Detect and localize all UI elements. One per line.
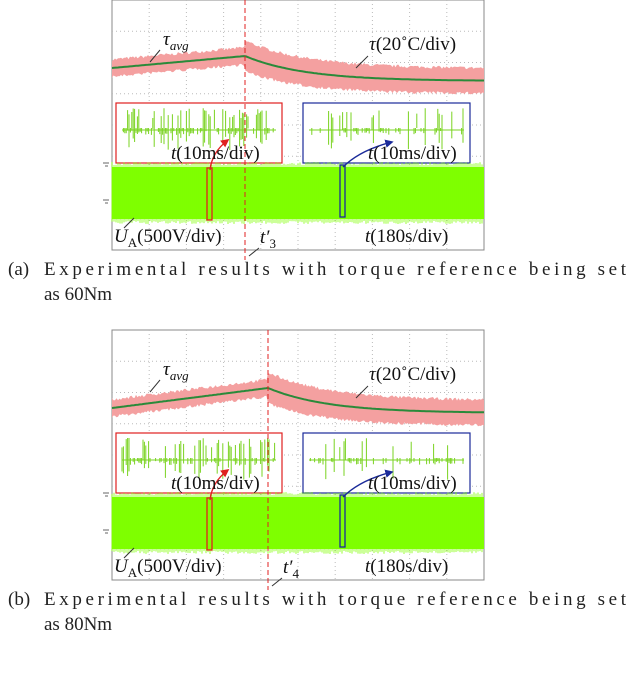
zoom-scale-label: t(10ms/div) (171, 473, 260, 494)
voltage-scale-label-part: (500V/div) (137, 226, 221, 247)
zoom-scale-label-part: (10ms/div) (373, 473, 456, 494)
time-scale-label: t(180s/div) (365, 556, 448, 577)
zoom-scale-label-part: (10ms/div) (176, 473, 259, 494)
zoom-scale-label-part: (10ms/div) (176, 143, 259, 164)
figure: τavgτ(20˚C/div)t(10ms/div)t(10ms/div)UA(… (0, 0, 634, 674)
caption-text: as 60Nm (44, 284, 112, 305)
ground-marker (103, 163, 109, 203)
caption-text: Experimental results with torque referen… (44, 589, 627, 610)
temp-scale-label: τ(20˚C/div) (369, 34, 456, 55)
zoom-scale-label: t(10ms/div) (171, 143, 260, 164)
time-marker-label-part: 4 (292, 566, 299, 581)
zoom-window (207, 498, 212, 550)
zoom-scale-label-part: (10ms/div) (373, 143, 456, 164)
tau-avg-label-part: avg (170, 38, 189, 53)
zoom-scale-label: t(10ms/div) (368, 143, 457, 164)
zoom-scale-label: t(10ms/div) (368, 473, 457, 494)
caption-label: (b) (8, 589, 30, 610)
temp-scale-label-part: (20˚C/div) (376, 364, 456, 385)
caption-label: (a) (8, 259, 29, 280)
zoom-window (340, 165, 345, 217)
zoom-window (340, 495, 345, 547)
caption-text: as 80Nm (44, 614, 112, 635)
time-scale-label: t(180s/div) (365, 226, 448, 247)
time-scale-label-part: (180s/div) (370, 556, 448, 577)
zoom-window (207, 168, 212, 220)
tau-avg-label-part: avg (170, 368, 189, 383)
time-scale-label-part: (180s/div) (370, 226, 448, 247)
time-marker-label-part: 3 (269, 236, 276, 251)
ground-marker (103, 493, 109, 533)
voltage-scale-label-part: (500V/div) (137, 556, 221, 577)
caption-text: Experimental results with torque referen… (44, 259, 627, 280)
temp-scale-label-part: (20˚C/div) (376, 34, 456, 55)
temp-scale-label: τ(20˚C/div) (369, 364, 456, 385)
